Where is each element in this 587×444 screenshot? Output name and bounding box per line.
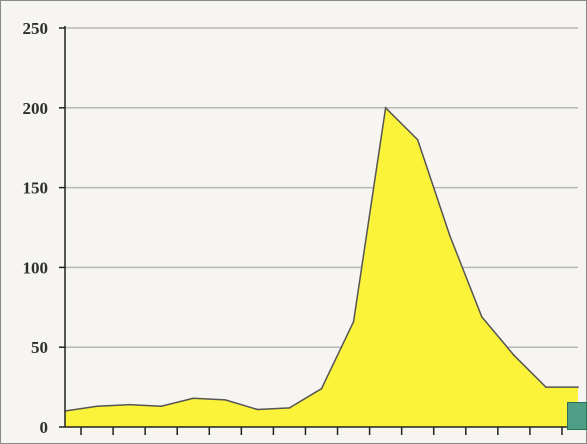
data-point (513, 354, 515, 356)
data-point (384, 107, 387, 109)
data-point (256, 408, 259, 411)
data-point (577, 386, 579, 388)
data-point (448, 234, 451, 237)
data-point (96, 405, 98, 408)
resize-handle-icon[interactable] (567, 402, 587, 430)
data-point (288, 407, 291, 409)
data-point (160, 405, 162, 408)
data-point (224, 399, 227, 401)
area-fill (65, 107, 578, 428)
y-tick-label: 0 (40, 418, 49, 437)
data-point (192, 397, 195, 400)
y-tick-label: 50 (31, 338, 48, 357)
y-tick-label: 200 (23, 99, 49, 118)
y-axis-ticks: 0 50 100 150 200 250 (23, 19, 49, 437)
y-tick-label: 100 (23, 258, 49, 277)
data-point (545, 386, 547, 388)
data-point (320, 387, 323, 390)
data-point (416, 138, 419, 141)
data-point (481, 316, 483, 318)
y-tick-label: 150 (23, 179, 49, 198)
data-point (352, 320, 355, 323)
x-axis-ticks (80, 427, 563, 435)
axes (59, 26, 583, 428)
y-tick-label: 250 (23, 19, 49, 38)
gridlines (65, 27, 578, 348)
data-point (128, 403, 130, 406)
